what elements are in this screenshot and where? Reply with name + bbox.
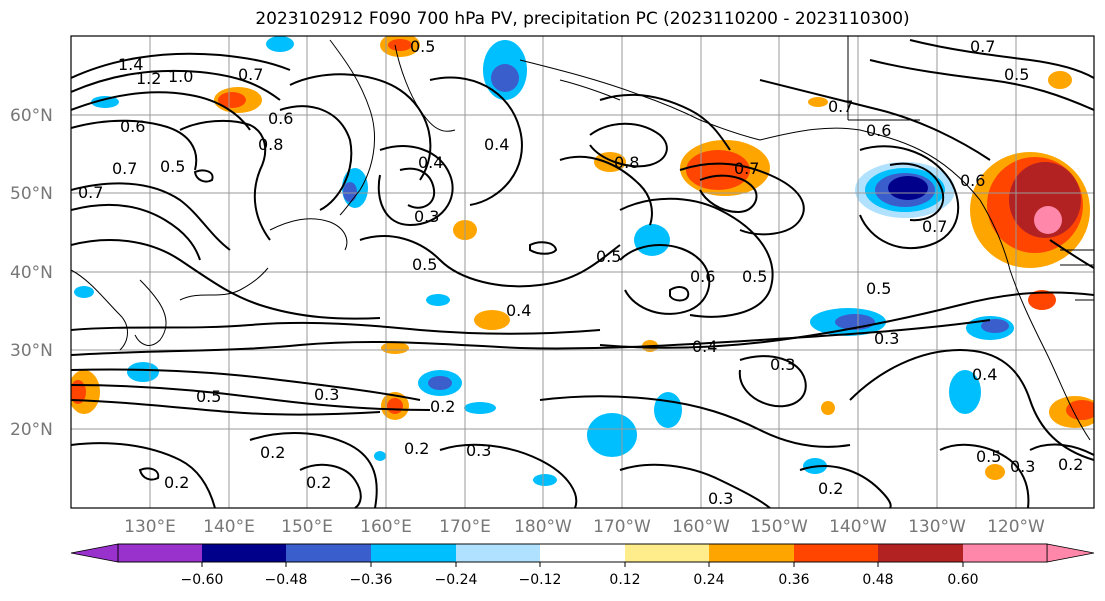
contour-label: 1.4 (118, 55, 143, 74)
contour-label: 1.0 (168, 67, 193, 86)
colorbar-ticks (201, 562, 964, 567)
contour-label: 0.6 (268, 109, 293, 128)
colorbar-border (117, 543, 1048, 563)
contour-label: 0.6 (690, 267, 715, 286)
lon-label: 140°W (829, 517, 887, 537)
map-frame (70, 35, 1095, 509)
lon-label: 160°W (672, 517, 730, 537)
colorbar-segment (625, 544, 709, 562)
colorbar-segment (202, 544, 286, 562)
contour-label: 0.5 (866, 279, 891, 298)
colorbar-segment (371, 544, 456, 562)
contour-label: 0.3 (874, 329, 899, 348)
colorbar-segment (878, 544, 963, 562)
contour-label: 0.3 (1010, 457, 1035, 476)
contour-label: 0.2 (260, 443, 285, 462)
colorbar-tick-label: −0.36 (350, 572, 393, 588)
contour-label: 0.6 (120, 117, 145, 136)
lat-label: 40°N (10, 263, 53, 283)
colorbar-tick-label: 0.48 (862, 572, 893, 588)
contour-label: 1.2 (136, 69, 161, 88)
coastlines (71, 36, 1094, 441)
lat-label: 50°N (10, 184, 53, 204)
lat-label: 20°N (10, 420, 53, 440)
colorbar-segment (540, 544, 625, 562)
colorbar-segment (963, 544, 1047, 562)
colorbar-tick-label: −0.12 (519, 572, 562, 588)
lon-label: 170°E (439, 517, 491, 537)
colorbar-extend-right (1046, 543, 1095, 563)
pv-contours (71, 39, 1094, 508)
lon-label: 150°E (281, 517, 333, 537)
colorbar-tick-label: −0.60 (181, 572, 224, 588)
contour-label: 0.4 (506, 301, 531, 320)
lon-label: 130°W (908, 517, 966, 537)
contour-label: 0.7 (970, 37, 995, 56)
colorbar-tick-label: −0.48 (265, 572, 308, 588)
colorbar-tick-label: 0.24 (693, 572, 724, 588)
contour-label: 0.2 (1058, 455, 1083, 474)
contour-label: 0.6 (960, 171, 985, 190)
longitude-labels: 130°E 140°E 150°E 160°E 170°E 180°W 170°… (124, 517, 1045, 537)
colorbar-segment (794, 544, 878, 562)
colorbar: −0.60 −0.48 −0.36 −0.24 −0.12 0.12 0.24 … (70, 543, 1095, 588)
lon-label: 140°E (203, 517, 255, 537)
contour-label: 0.5 (976, 447, 1001, 466)
contour-label: 0.5 (410, 37, 435, 56)
colorbar-tick-label: −0.24 (435, 572, 478, 588)
contour-label: 0.8 (258, 135, 283, 154)
contour-label: 0.5 (596, 247, 621, 266)
colorbar-tick-label: 0.12 (609, 572, 640, 588)
colorbar-tick-label: 0.36 (778, 572, 809, 588)
contour-label: 0.3 (708, 489, 733, 508)
contour-label: 0.5 (160, 157, 185, 176)
colorbar-extend-left (70, 543, 119, 563)
contour-label: 0.2 (430, 397, 455, 416)
contour-label: 0.2 (306, 473, 331, 492)
contour-label: 0.2 (818, 479, 843, 498)
contour-label: 0.5 (1004, 65, 1029, 84)
lon-label: 130°E (124, 517, 176, 537)
contour-label: 0.4 (972, 365, 997, 384)
lon-label: 170°W (593, 517, 651, 537)
latitude-labels: 60°N 50°N 40°N 30°N 20°N (10, 106, 53, 440)
contour-label: 0.8 (614, 153, 639, 172)
colorbar-segment (118, 544, 202, 562)
contour-label: 0.2 (164, 473, 189, 492)
contour-label: 0.3 (466, 441, 491, 460)
contour-label: 0.4 (692, 337, 717, 356)
contour-label: 0.5 (196, 387, 221, 406)
contour-label: 0.7 (238, 65, 263, 84)
lat-label: 30°N (10, 341, 53, 361)
contour-label: 0.6 (866, 121, 891, 140)
colorbar-segment (456, 544, 540, 562)
contour-labels: 1.4 1.2 1.0 0.7 0.6 0.8 0.7 0.5 0.6 0.7 … (78, 37, 1083, 508)
contour-label: 0.3 (314, 385, 339, 404)
contour-label: 0.2 (404, 439, 429, 458)
colorbar-segment (709, 544, 794, 562)
contour-label: 0.5 (742, 267, 767, 286)
contour-label: 0.4 (418, 153, 443, 172)
lon-label: 120°W (987, 517, 1045, 537)
lat-label: 60°N (10, 106, 53, 126)
contour-label: 0.7 (922, 217, 947, 236)
contour-label: 0.3 (414, 207, 439, 226)
contour-label: 0.3 (770, 355, 795, 374)
lon-label: 160°E (360, 517, 412, 537)
map-title: 2023102912 F090 700 hPa PV, precipitatio… (255, 9, 910, 29)
contour-label: 0.7 (734, 159, 759, 178)
contour-label: 0.5 (412, 255, 437, 274)
colorbar-segment (286, 544, 371, 562)
lon-label: 150°W (750, 517, 808, 537)
lon-label: 180°W (514, 517, 572, 537)
contour-label: 0.4 (484, 135, 509, 154)
contour-label: 0.7 (828, 97, 853, 116)
contour-label: 0.7 (112, 159, 137, 178)
colorbar-tick-label: 0.60 (947, 572, 978, 588)
contour-label: 0.7 (78, 183, 103, 202)
